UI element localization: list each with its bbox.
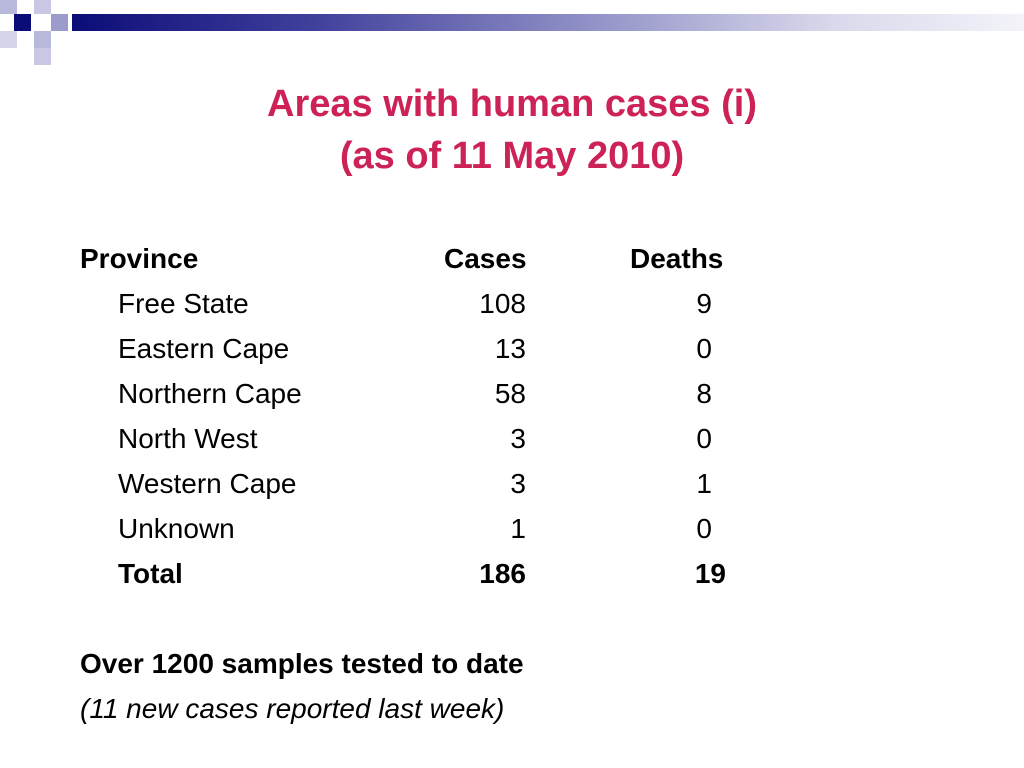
table-row: Free State 108 9 xyxy=(0,281,1024,326)
row-province: Northern Cape xyxy=(118,378,302,409)
table-row: Northern Cape 58 8 xyxy=(0,371,1024,416)
deco-square xyxy=(34,48,51,65)
deco-square xyxy=(14,14,31,31)
row-deaths: 1 xyxy=(696,468,712,499)
deco-square xyxy=(17,48,34,65)
total-deaths: 19 xyxy=(694,558,726,589)
deco-square xyxy=(51,0,68,17)
row-cases: 58 xyxy=(494,378,526,409)
table-total-row: Total 186 19 xyxy=(0,551,1024,596)
slide-title: Areas with human cases (i) (as of 11 May… xyxy=(0,78,1024,182)
row-cases: 1 xyxy=(510,513,526,544)
row-province: Unknown xyxy=(118,513,235,544)
slide-title-line1: Areas with human cases (i) xyxy=(267,83,757,125)
deco-square xyxy=(0,14,17,31)
header-province: Province xyxy=(80,243,199,274)
row-deaths: 0 xyxy=(696,423,712,454)
row-deaths: 0 xyxy=(696,333,712,364)
deco-square xyxy=(0,31,17,48)
deco-square xyxy=(34,31,51,48)
cases-table: Province Cases Deaths Free State 108 9 E… xyxy=(0,236,1024,596)
deco-square xyxy=(34,0,51,17)
table-header-row: Province Cases Deaths xyxy=(0,236,1024,281)
new-cases-note: (11 new cases reported last week) xyxy=(80,693,505,724)
table-row: Eastern Cape 13 0 xyxy=(0,326,1024,371)
total-cases: 186 xyxy=(479,558,526,589)
row-province: North West xyxy=(118,423,258,454)
row-cases: 3 xyxy=(510,468,526,499)
deco-square xyxy=(17,0,34,17)
row-cases: 3 xyxy=(510,423,526,454)
row-cases: 108 xyxy=(479,288,526,319)
deco-square xyxy=(34,14,51,31)
row-province: Eastern Cape xyxy=(118,333,290,364)
total-label: Total xyxy=(118,558,183,589)
header-deaths: Deaths xyxy=(630,243,724,274)
header-cases: Cases xyxy=(444,243,527,274)
row-province: Free State xyxy=(118,288,249,319)
row-deaths: 9 xyxy=(696,288,712,319)
row-province: Western Cape xyxy=(118,468,297,499)
table-row: Unknown 1 0 xyxy=(0,506,1024,551)
slide-title-line2: (as of 11 May 2010) xyxy=(339,135,685,177)
header-gradient-bar xyxy=(72,14,1024,31)
row-deaths: 8 xyxy=(696,378,712,409)
table-row: North West 3 0 xyxy=(0,416,1024,461)
deco-square xyxy=(51,14,68,31)
table-row: Western Cape 3 1 xyxy=(0,461,1024,506)
row-cases: 13 xyxy=(494,333,526,364)
deco-square xyxy=(0,0,17,17)
samples-note: Over 1200 samples tested to date xyxy=(80,648,524,679)
row-deaths: 0 xyxy=(696,513,712,544)
header-decoration xyxy=(0,0,1024,70)
